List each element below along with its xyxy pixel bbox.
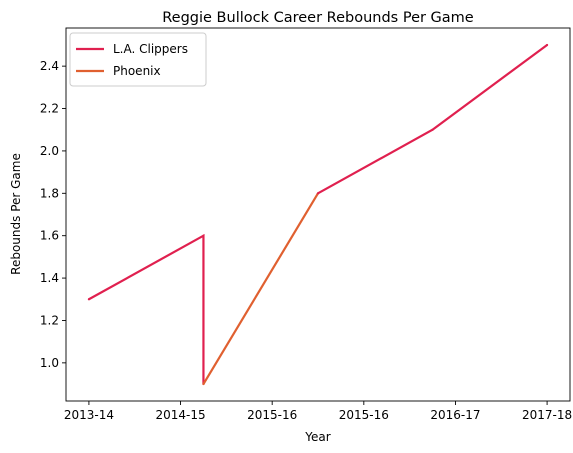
y-axis-label: Rebounds Per Game <box>9 153 23 275</box>
x-tick-label: 2017-18 <box>522 408 572 422</box>
x-tick-label: 2015-16 <box>247 408 297 422</box>
legend-label: Phoenix <box>113 64 161 78</box>
x-tick-label: 2016-17 <box>430 408 480 422</box>
y-tick-label: 1.8 <box>40 186 59 200</box>
y-tick-label: 2.0 <box>40 144 59 158</box>
x-tick-label: 2014-15 <box>155 408 205 422</box>
y-axis: 1.0 1.2 1.4 1.6 1.8 2.0 2.2 2.4 <box>40 59 66 370</box>
data-point-2-2 <box>545 43 549 47</box>
series-line-1 <box>202 192 319 385</box>
chart-title: Reggie Bullock Career Rebounds Per Game <box>162 10 474 26</box>
data-point-0-0 <box>87 298 91 301</box>
legend: L.A. Clippers Phoenix <box>69 32 207 87</box>
y-tick-label: 2.4 <box>40 59 59 73</box>
x-tick-label: 2015-16 <box>339 408 389 422</box>
x-axis: 2013-14 2014-15 2015-16 2015-16 2016-17 2017-… <box>64 401 572 422</box>
legend-frame <box>69 32 207 87</box>
data-point-0-1 <box>202 234 205 237</box>
plot-lines <box>87 43 549 386</box>
data-point-2-1 <box>431 128 434 131</box>
x-axis-label: Year <box>304 430 330 444</box>
y-tick-label: 1.0 <box>40 356 59 370</box>
data-point-2-0 <box>316 192 320 195</box>
y-tick-label: 1.2 <box>40 313 59 327</box>
plot-frame <box>65 27 571 402</box>
series-line-2 <box>317 44 548 195</box>
y-tick-label: 2.2 <box>40 102 59 116</box>
y-tick-label: 1.4 <box>40 271 59 285</box>
data-point-1-0 <box>202 382 205 386</box>
x-tick-label: 2013-14 <box>64 408 114 422</box>
legend-label: L.A. Clippers <box>113 42 188 56</box>
series-line-0 <box>88 233 205 385</box>
y-tick-label: 1.6 <box>40 229 59 243</box>
